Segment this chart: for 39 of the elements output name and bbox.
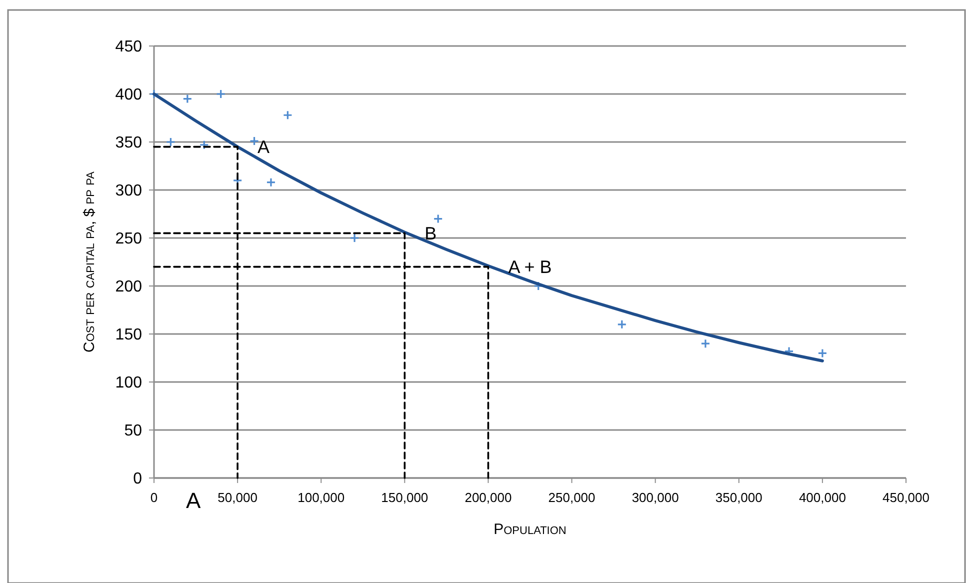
x-tick-label: 150,000	[381, 490, 428, 505]
y-tick-label: 0	[133, 470, 142, 488]
point	[617, 320, 627, 330]
point	[166, 137, 176, 147]
x-tick-label: 350,000	[715, 490, 762, 505]
y-tick-label: 250	[115, 230, 142, 248]
x-tick-label: 450,000	[882, 490, 930, 505]
point	[182, 94, 192, 104]
point	[818, 348, 828, 358]
y-tick-label: 100	[115, 374, 142, 392]
y-tick-label: 450	[115, 38, 142, 56]
point	[216, 89, 226, 99]
y-tick-label: 150	[115, 326, 142, 344]
x-tick-label: 400,000	[798, 490, 846, 505]
point	[199, 140, 209, 150]
point	[282, 110, 292, 120]
annotation: A + B	[508, 257, 552, 278]
text: A	[186, 488, 201, 513]
x-tick-label: 100,000	[298, 490, 345, 505]
y-axis-title: Cost per capital pa, $ pp pa	[81, 170, 98, 352]
point	[700, 338, 710, 348]
y-tick-label: 400	[115, 86, 142, 104]
point	[350, 233, 360, 243]
y-tick-label: 50	[124, 422, 142, 440]
point	[433, 214, 443, 224]
y-tick-label: 350	[115, 134, 142, 152]
point	[266, 178, 276, 188]
y-tick-label: 300	[115, 182, 142, 200]
annotation: B	[424, 224, 437, 244]
x-tick-label: 200,000	[464, 490, 512, 505]
y-tick-label: 200	[115, 278, 142, 296]
x-tick-label: 0	[150, 490, 158, 505]
x-tick-label: 50,000	[218, 490, 258, 505]
point	[534, 281, 544, 291]
x-tick-label: 300,000	[632, 490, 679, 505]
annotation: A	[258, 137, 270, 158]
x-axis-title: Population	[494, 521, 566, 538]
x-tick-label: 250,000	[548, 490, 596, 505]
line-series	[152, 92, 824, 362]
